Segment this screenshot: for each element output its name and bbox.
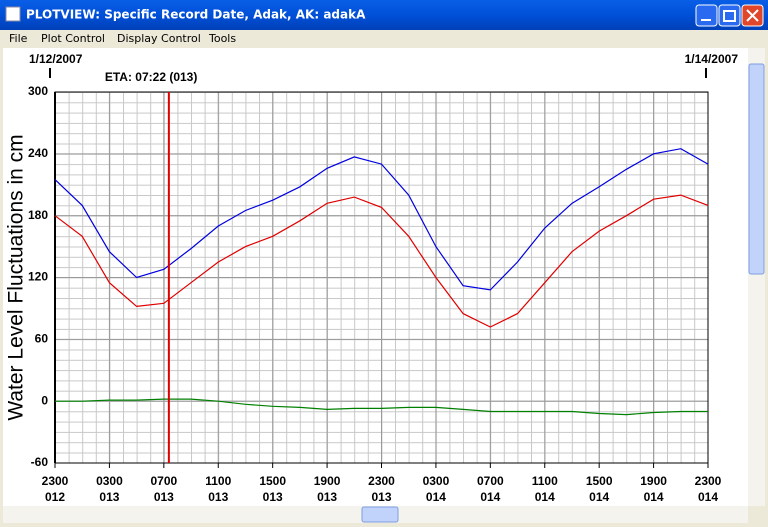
- x-tick-label: 0700: [477, 474, 504, 488]
- window-title: PLOTVIEW: Specific Record Date, Adak, AK…: [26, 8, 366, 22]
- x-tick-day: 013: [317, 490, 337, 504]
- scroll-thumb[interactable]: [361, 506, 399, 523]
- scroll-thumb[interactable]: [748, 63, 765, 275]
- x-tick-label: 1500: [586, 474, 613, 488]
- x-tick-day: 013: [371, 490, 391, 504]
- menu-item[interactable]: Plot Control: [41, 32, 105, 45]
- end-date: 1/14/2007: [685, 52, 739, 66]
- x-tick-label: 2300: [42, 474, 69, 488]
- maximize-button[interactable]: [718, 4, 741, 27]
- y-tick-label: 300: [28, 84, 48, 98]
- menu-bar: [0, 30, 768, 48]
- x-tick-day: 013: [263, 490, 283, 504]
- menu-item[interactable]: File: [9, 32, 28, 45]
- x-tick-day: 014: [426, 490, 446, 504]
- y-axis-label: Water Level Fluctuations in cm: [5, 134, 28, 420]
- menu-item[interactable]: Tools: [208, 32, 236, 45]
- x-tick-day: 014: [480, 490, 500, 504]
- x-tick-day: 013: [154, 490, 174, 504]
- x-tick-label: 1100: [532, 474, 558, 488]
- series-line: [54, 194, 709, 328]
- x-tick-label: 0700: [150, 474, 177, 488]
- eta-label: ETA: 07:22 (013): [105, 70, 197, 84]
- x-tick-day: 012: [45, 490, 65, 504]
- y-tick-label: 180: [28, 208, 48, 222]
- x-tick-label: 1900: [640, 474, 667, 488]
- y-tick-label: 0: [41, 393, 48, 407]
- menu-item[interactable]: Display Control: [117, 32, 201, 45]
- x-tick-label: 1500: [259, 474, 286, 488]
- x-tick-label: 2300: [695, 474, 722, 488]
- x-tick-day: 013: [99, 490, 119, 504]
- app-icon: [5, 6, 21, 22]
- x-tick-label: 1100: [205, 474, 231, 488]
- series-line: [54, 148, 709, 291]
- y-tick-label: -60: [31, 455, 49, 469]
- x-tick-label: 2300: [368, 474, 395, 488]
- series-line: [55, 398, 708, 416]
- x-tick-day: 014: [535, 490, 555, 504]
- title-bar: [0, 0, 768, 30]
- y-tick-label: 240: [28, 146, 48, 160]
- x-tick-day: 014: [644, 490, 664, 504]
- x-tick-label: 1900: [314, 474, 341, 488]
- start-date: 1/12/2007: [29, 52, 83, 66]
- x-tick-label: 0300: [96, 474, 123, 488]
- y-tick-label: 120: [28, 270, 48, 284]
- x-tick-day: 014: [589, 490, 609, 504]
- x-tick-day: 014: [698, 490, 718, 504]
- y-tick-label: 60: [35, 332, 49, 346]
- minimize-button[interactable]: [695, 4, 718, 27]
- x-tick-label: 0300: [423, 474, 450, 488]
- x-tick-day: 013: [208, 490, 228, 504]
